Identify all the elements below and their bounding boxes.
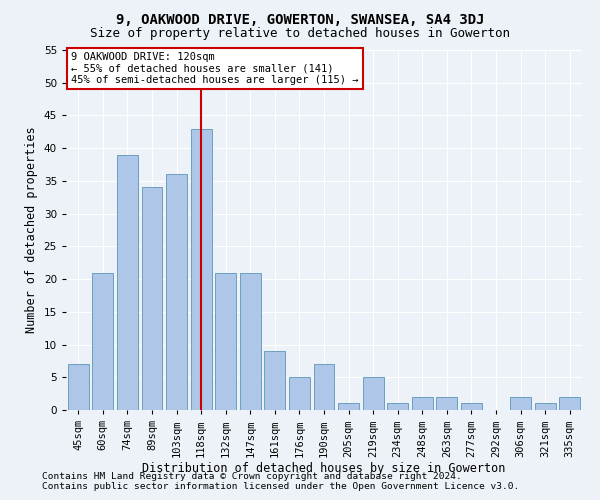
Text: Contains HM Land Registry data © Crown copyright and database right 2024.: Contains HM Land Registry data © Crown c…	[42, 472, 462, 481]
Bar	[92, 272, 113, 410]
Bar	[535, 404, 556, 410]
Text: 9, OAKWOOD DRIVE, GOWERTON, SWANSEA, SA4 3DJ: 9, OAKWOOD DRIVE, GOWERTON, SWANSEA, SA4…	[116, 12, 484, 26]
Bar	[436, 397, 457, 410]
Text: 9 OAKWOOD DRIVE: 120sqm
← 55% of detached houses are smaller (141)
45% of semi-d: 9 OAKWOOD DRIVE: 120sqm ← 55% of detache…	[71, 52, 359, 85]
Bar	[559, 397, 580, 410]
Bar	[289, 378, 310, 410]
Y-axis label: Number of detached properties: Number of detached properties	[25, 126, 38, 334]
Bar	[412, 397, 433, 410]
Bar	[191, 128, 212, 410]
Bar	[215, 272, 236, 410]
Bar	[338, 404, 359, 410]
Bar	[461, 404, 482, 410]
Bar	[166, 174, 187, 410]
Bar	[68, 364, 89, 410]
Text: Size of property relative to detached houses in Gowerton: Size of property relative to detached ho…	[90, 28, 510, 40]
Bar	[142, 188, 163, 410]
Bar	[314, 364, 334, 410]
Bar	[117, 154, 138, 410]
X-axis label: Distribution of detached houses by size in Gowerton: Distribution of detached houses by size …	[142, 462, 506, 475]
Bar	[362, 378, 383, 410]
Bar	[510, 397, 531, 410]
Text: Contains public sector information licensed under the Open Government Licence v3: Contains public sector information licen…	[42, 482, 519, 491]
Bar	[240, 272, 261, 410]
Bar	[265, 351, 286, 410]
Bar	[387, 404, 408, 410]
